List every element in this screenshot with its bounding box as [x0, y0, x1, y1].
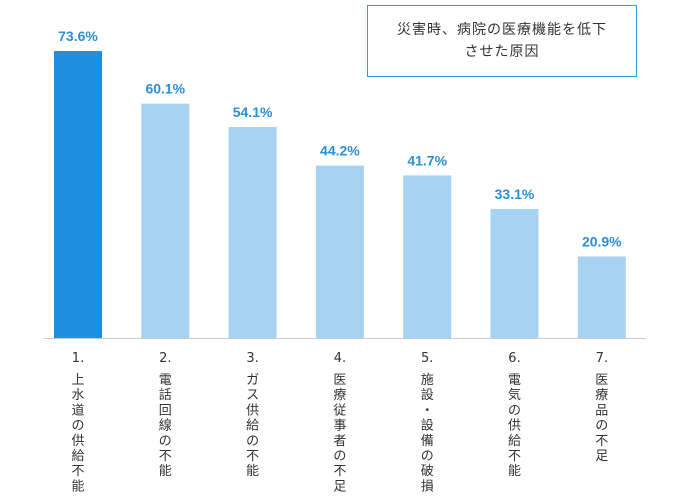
tick-label: 上水道の供給不能: [71, 373, 84, 494]
tick-label-number: 5.: [421, 351, 433, 366]
bar: [228, 127, 277, 339]
tick-label-number: 6.: [508, 351, 520, 366]
tick-label-number: 2.: [159, 351, 171, 366]
data-label: 60.1%: [145, 81, 185, 97]
data-label: 54.1%: [233, 104, 273, 120]
bar: [315, 165, 364, 338]
tick-label: 医療品の不足: [595, 373, 608, 464]
tick-label-text: 上水道の供給不能: [71, 373, 84, 494]
tick-label: 施設・設備の破損: [421, 373, 434, 494]
tick-label-text: ガス供給の不能: [246, 373, 259, 479]
bar: [577, 256, 626, 338]
chart-title-box: 災害時、病院の医療機能を低下させた原因: [367, 5, 637, 77]
tick-label-text: 医療従事者の不足: [333, 373, 346, 494]
tick-label-text: 電話回線の不能: [159, 373, 172, 479]
tick-label-number: 1.: [72, 351, 84, 366]
bar: [141, 103, 190, 338]
tick-label-number: 4.: [334, 351, 346, 366]
bar: [490, 208, 539, 338]
data-label: 73.6%: [58, 28, 98, 44]
data-label: 41.7%: [407, 152, 447, 168]
tick-label: ガス供給の不能: [246, 373, 259, 479]
tick-label-text: 施設・設備の破損: [421, 373, 434, 494]
tick-label: 電気の供給不能: [508, 373, 521, 479]
data-label: 33.1%: [495, 186, 535, 202]
tick-label-text: 医療品の不足: [595, 373, 608, 464]
tick-label-text: 電気の供給不能: [508, 373, 521, 479]
tick-label: 電話回線の不能: [159, 373, 172, 479]
tick-label: 医療従事者の不足: [333, 373, 346, 494]
data-label: 20.9%: [582, 234, 622, 250]
tick-label-number: 3.: [246, 351, 258, 366]
data-label: 44.2%: [320, 143, 360, 159]
bar: [403, 175, 452, 338]
tick-label-number: 7.: [596, 351, 608, 366]
bar: [54, 51, 102, 338]
chart-title: 災害時、病院の医療機能を低下させた原因: [397, 22, 607, 60]
